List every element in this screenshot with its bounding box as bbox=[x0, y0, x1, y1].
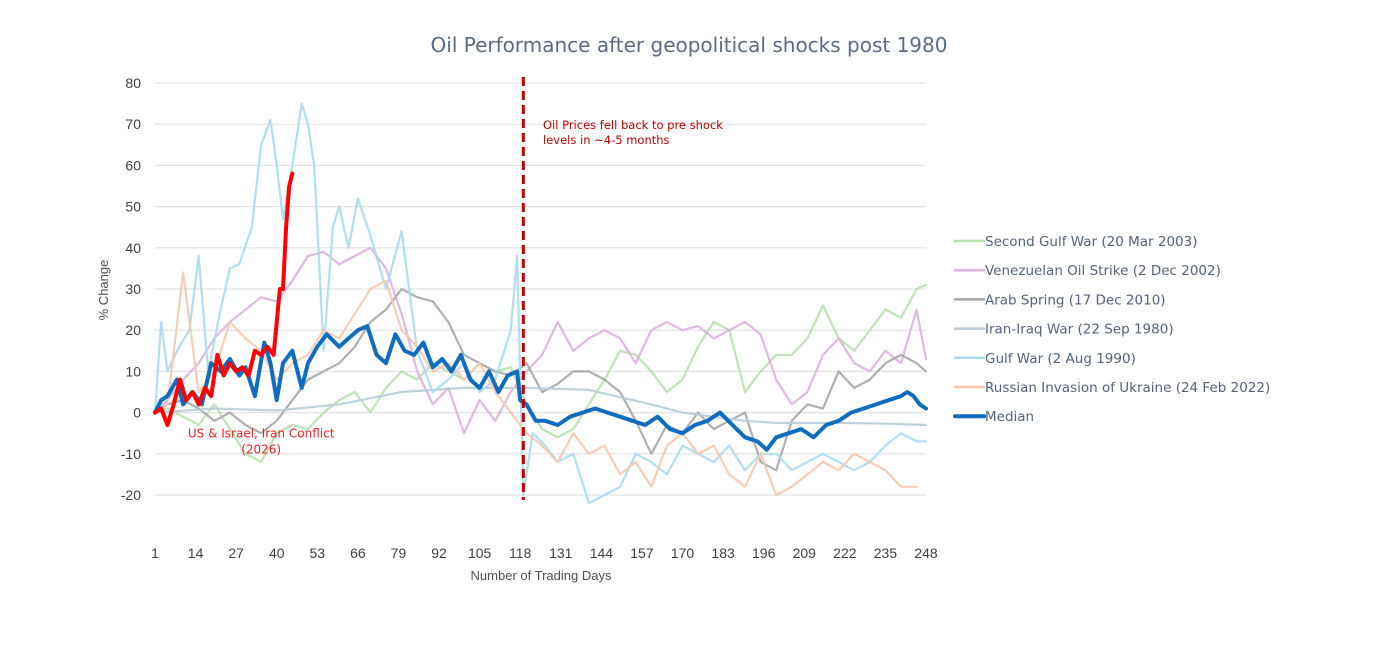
series-line-gulf-war-2-aug-1990 bbox=[153, 102, 928, 505]
y-tick-label: 30 bbox=[125, 281, 141, 297]
y-axis-ticks: 80 70 60 50 40 30 20 10 0 -10 -20 bbox=[121, 75, 141, 503]
legend-label: Russian Invasion of Ukraine (24 Feb 2022… bbox=[985, 380, 1270, 396]
series-line-venezuelan-oil-strike-2-dec-2002 bbox=[153, 246, 928, 435]
x-tick-label: 235 bbox=[874, 545, 898, 561]
x-tick-label: 1 bbox=[151, 545, 159, 561]
x-tick-label: 53 bbox=[310, 545, 326, 561]
price-recovery-annotation: Oil Prices fell back to pre shock bbox=[543, 118, 723, 132]
legend-label: Iran-Iraq War (22 Sep 1980) bbox=[985, 322, 1174, 338]
legend-label: Gulf War (2 Aug 1990) bbox=[985, 351, 1136, 367]
legend-label: Arab Spring (17 Dec 2010) bbox=[985, 292, 1166, 308]
iran-conflict-annotation: US & Israel, Iran Conflict bbox=[188, 426, 335, 440]
x-tick-label: 92 bbox=[431, 545, 447, 561]
x-tick-label: 157 bbox=[630, 545, 654, 561]
x-tick-label: 222 bbox=[833, 545, 857, 561]
chart-title: Oil Performance after geopolitical shock… bbox=[431, 33, 948, 57]
series-line-second-gulf-war-20-mar-2003 bbox=[153, 283, 928, 464]
legend-item: Russian Invasion of Ukraine (24 Feb 2022… bbox=[953, 380, 1270, 396]
legend-item: Iran-Iraq War (22 Sep 1980) bbox=[953, 322, 1174, 338]
series-line-russian-invasion-of-ukraine-24-feb-2022 bbox=[153, 271, 918, 497]
iran-conflict-annotation-year: (2026) bbox=[241, 442, 281, 456]
legend-label: Second Gulf War (20 Mar 2003) bbox=[985, 234, 1198, 250]
y-tick-label: 10 bbox=[125, 363, 141, 379]
x-tick-label: 66 bbox=[350, 545, 366, 561]
legend-item: Median bbox=[953, 409, 1034, 425]
series-line-iran-iraq-war-22-sep-1980 bbox=[153, 386, 928, 427]
series-line-median bbox=[153, 324, 928, 452]
x-axis-ticks: 1 14 27 40 53 66 79 92 105 118 131 144 157 170 183 196 2… bbox=[151, 545, 938, 561]
x-tick-label: 27 bbox=[228, 545, 244, 561]
y-tick-label: -10 bbox=[121, 446, 141, 462]
annotations: US & Israel, Iran Conflict (2026) Oil Pr… bbox=[188, 118, 723, 456]
y-axis-label: % Change bbox=[96, 260, 111, 321]
legend-label: Venezuelan Oil Strike (2 Dec 2002) bbox=[985, 263, 1221, 279]
legend-item: Venezuelan Oil Strike (2 Dec 2002) bbox=[953, 263, 1221, 279]
y-tick-label: 70 bbox=[125, 116, 141, 132]
x-tick-label: 40 bbox=[269, 545, 285, 561]
y-tick-label: 80 bbox=[125, 75, 141, 91]
x-tick-label: 196 bbox=[752, 545, 776, 561]
x-tick-label: 118 bbox=[509, 545, 532, 561]
y-tick-label: 20 bbox=[125, 322, 141, 338]
x-tick-label: 79 bbox=[391, 545, 407, 561]
legend: Second Gulf War (20 Mar 2003) Venezuelan … bbox=[953, 234, 1270, 425]
price-recovery-annotation-line2: levels in ~4-5 months bbox=[543, 133, 670, 147]
x-tick-label: 131 bbox=[549, 545, 573, 561]
x-tick-label: 209 bbox=[793, 545, 817, 561]
x-axis-label: Number of Trading Days bbox=[471, 568, 612, 583]
legend-item: Arab Spring (17 Dec 2010) bbox=[953, 292, 1166, 308]
legend-label: Median bbox=[985, 409, 1034, 425]
y-tick-label: 50 bbox=[125, 199, 141, 215]
y-tick-label: 60 bbox=[125, 157, 141, 173]
series-lines bbox=[153, 102, 928, 505]
y-tick-label: 40 bbox=[125, 240, 141, 256]
x-tick-label: 14 bbox=[188, 545, 204, 561]
x-tick-label: 105 bbox=[468, 545, 492, 561]
x-tick-label: 170 bbox=[671, 545, 695, 561]
x-tick-label: 248 bbox=[914, 545, 938, 561]
series-line-arab-spring-17-dec-2010 bbox=[153, 287, 928, 472]
x-tick-label: 183 bbox=[711, 545, 735, 561]
x-tick-label: 144 bbox=[590, 545, 614, 561]
legend-item: Second Gulf War (20 Mar 2003) bbox=[953, 234, 1198, 250]
legend-item: Gulf War (2 Aug 1990) bbox=[953, 351, 1136, 367]
y-tick-label: 0 bbox=[133, 405, 141, 421]
series-line-us-israel-iran-conflict-2026 bbox=[153, 171, 295, 427]
y-tick-label: -20 bbox=[121, 487, 141, 503]
